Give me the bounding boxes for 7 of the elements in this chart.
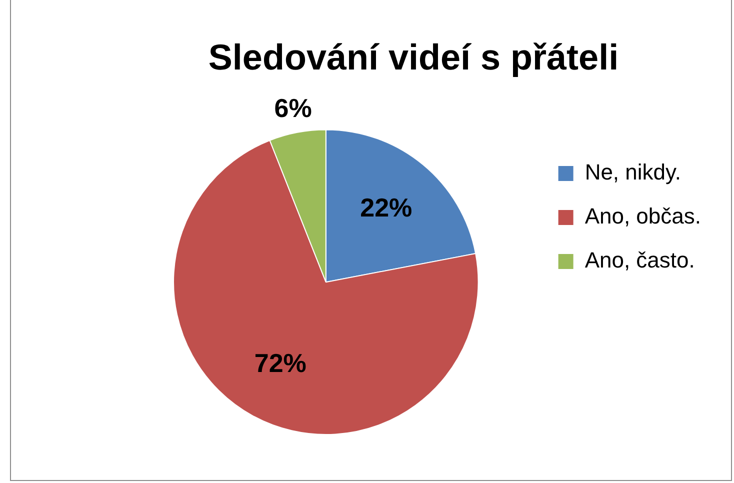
data-label: 22% <box>360 192 412 222</box>
data-label: 6% <box>274 93 312 124</box>
data-label: 72% <box>254 348 306 378</box>
legend-label: Ano, často. <box>584 248 695 273</box>
chart-title: Sledování videí s přáteli <box>208 36 619 78</box>
legend-label: Ano, občas. <box>584 204 701 229</box>
legend-label: Ne, nikdy. <box>584 160 681 185</box>
